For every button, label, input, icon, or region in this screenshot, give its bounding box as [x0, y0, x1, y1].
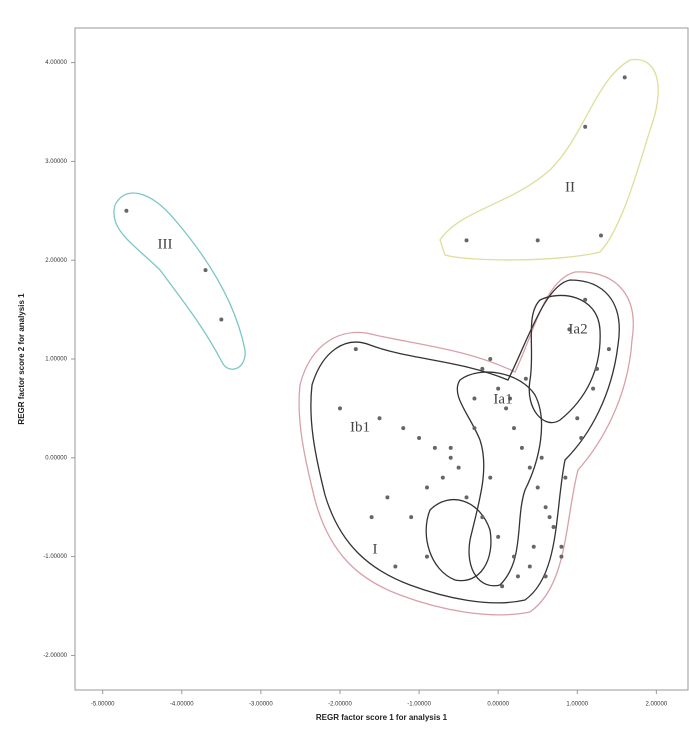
point — [543, 574, 548, 579]
point — [496, 534, 501, 539]
cluster-outline — [113, 192, 246, 370]
cluster-label: Ib1 — [350, 419, 370, 435]
point — [559, 544, 564, 549]
point — [598, 233, 603, 238]
point — [417, 436, 422, 441]
point — [488, 357, 493, 361]
point — [559, 554, 564, 559]
point — [456, 465, 461, 470]
point — [519, 445, 524, 450]
point — [124, 208, 129, 213]
y-tick-label: -2.00000 — [43, 653, 67, 659]
point — [575, 416, 580, 421]
x-tick-label: -1.00000 — [407, 702, 431, 708]
point — [464, 495, 469, 500]
x-tick-label: -3.00000 — [249, 702, 273, 708]
x-axis-title: REGR factor score 1 for analysis 1 — [316, 713, 448, 722]
point — [567, 327, 572, 332]
point — [595, 366, 600, 371]
point — [583, 124, 588, 129]
point — [472, 426, 477, 431]
point — [606, 347, 611, 352]
point — [385, 495, 390, 500]
point — [488, 475, 493, 480]
point — [480, 515, 485, 520]
cluster-label: III — [158, 236, 173, 252]
point — [591, 386, 596, 391]
cluster-outline — [456, 371, 543, 587]
point — [527, 465, 532, 470]
point — [448, 445, 453, 450]
point — [579, 436, 584, 441]
point — [219, 317, 224, 322]
cluster-label: Ia2 — [568, 321, 587, 337]
cluster-outline — [310, 279, 620, 604]
y-tick-label: -1.00000 — [43, 554, 67, 560]
point — [515, 574, 520, 579]
y-tick-label: 4.00000 — [45, 60, 67, 66]
cluster-outline — [528, 294, 601, 424]
y-tick-label: 1.00000 — [45, 357, 67, 363]
point — [531, 544, 536, 549]
cluster-outline — [298, 271, 634, 616]
point — [440, 475, 445, 480]
y-tick-label: 0.00000 — [45, 455, 67, 461]
point — [511, 554, 516, 559]
y-tick-label: 3.00000 — [45, 159, 67, 165]
point — [535, 485, 540, 490]
point — [543, 505, 548, 510]
point — [432, 445, 437, 450]
plot-frame — [74, 27, 689, 691]
x-tick-label: 2.00000 — [646, 702, 668, 708]
point — [523, 376, 528, 381]
cluster-label: Ia1 — [493, 391, 512, 407]
point — [539, 455, 544, 460]
point — [583, 297, 588, 302]
point — [337, 406, 342, 411]
cluster-outline — [439, 58, 659, 261]
point — [504, 406, 509, 411]
point — [480, 366, 485, 371]
point — [377, 416, 382, 421]
point — [409, 515, 414, 520]
cluster-label: I — [373, 541, 378, 557]
point — [496, 386, 501, 391]
point — [551, 524, 556, 529]
point — [424, 485, 429, 490]
point — [448, 455, 453, 460]
point — [535, 238, 540, 243]
point — [563, 475, 568, 480]
point — [353, 347, 358, 352]
point — [424, 554, 429, 559]
point — [369, 515, 374, 520]
point — [508, 396, 513, 401]
cluster-label: II — [565, 179, 575, 195]
x-tick-label: -2.00000 — [328, 702, 352, 708]
point — [464, 238, 469, 243]
y-axis-title: REGR factor score 2 for analysis 1 — [17, 293, 26, 425]
point — [622, 75, 627, 80]
point — [472, 396, 477, 401]
point — [203, 268, 208, 273]
point — [401, 426, 406, 431]
x-tick-label: 0.00000 — [487, 702, 509, 708]
y-tick-label: 2.00000 — [45, 258, 67, 264]
point — [511, 426, 516, 431]
point — [547, 515, 552, 520]
x-tick-label: 1.00000 — [566, 702, 588, 708]
x-tick-label: -5.00000 — [91, 702, 115, 708]
point — [527, 564, 532, 569]
cluster-outline — [425, 499, 492, 582]
point — [500, 584, 505, 589]
x-tick-label: -4.00000 — [170, 702, 194, 708]
point — [393, 564, 398, 569]
